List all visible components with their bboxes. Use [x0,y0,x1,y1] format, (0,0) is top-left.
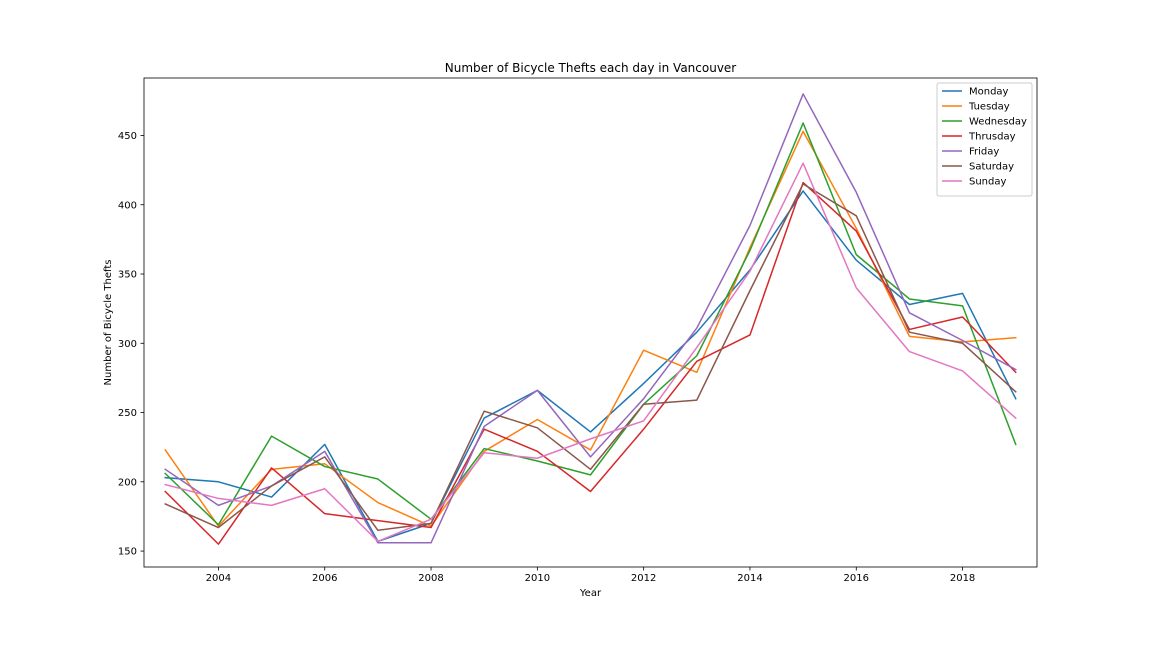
legend-box [936,82,1033,197]
x-tick-label: 2004 [206,573,231,584]
x-axis-label: Year [579,588,602,599]
x-tick-label: 2010 [525,573,550,584]
series-line-saturday [164,183,1017,532]
legend-label: Tuesday [968,102,1010,113]
y-axis-label: Number of Bicycle Thefts [103,260,114,386]
x-tick-label: 2006 [312,573,337,584]
y-tick-label: 200 [118,477,137,488]
y-tick-label: 250 [118,408,137,419]
series-line-wednesday [164,122,1017,526]
y-tick-label: 300 [118,339,137,350]
series-line-sunday [164,162,1017,543]
x-tick-label: 2012 [631,573,656,584]
x-tick-label: 2018 [950,573,975,584]
legend-label: Saturday [969,162,1014,173]
y-tick-label: 150 [118,547,137,558]
y-tick-label: 350 [118,270,137,281]
legend-label: Monday [969,87,1009,98]
plot-frame [143,77,1038,568]
y-tick-label: 400 [118,200,137,211]
y-axis: 150 200 250 300 350 400 450 [118,131,144,558]
series-line-friday [164,93,1017,544]
x-tick-label: 2016 [844,573,869,584]
x-tick-label: 2014 [737,573,762,584]
legend-label: Friday [969,147,999,158]
series-line-tuesday [164,130,1017,527]
legend-label: Thrusday [968,132,1016,143]
series-line-thrusday [164,181,1017,545]
y-tick-label: 450 [118,131,137,142]
x-axis: 2004 2006 2008 2010 2012 2014 2016 2018 [206,567,975,584]
legend-label: Wednesday [969,117,1027,128]
series-lines [164,93,1017,545]
legend-label: Sunday [969,177,1006,188]
x-tick-label: 2008 [418,573,443,584]
series-line-monday [164,190,1017,543]
legend: Monday Tuesday Wednesday Thrusday Friday Satu… [936,82,1033,197]
chart-title: Number of Bicycle Thefts each day in Van… [445,61,737,75]
